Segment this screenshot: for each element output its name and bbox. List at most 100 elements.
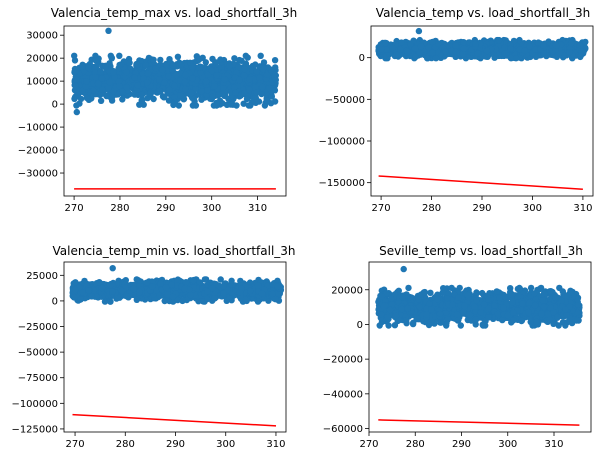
outlier-point (415, 27, 423, 35)
data-point (71, 286, 79, 294)
y-tick-label: −150000 (318, 178, 365, 189)
subplot-valencia-temp-min: Valencia_temp_min vs. load_shortfall_3h … (11, 244, 295, 450)
data-point (156, 76, 163, 83)
data-point (236, 76, 243, 84)
data-point (169, 293, 177, 300)
y-tick-label: −125000 (11, 424, 58, 435)
data-point (165, 97, 173, 104)
data-point (241, 65, 248, 73)
y-tick-label: −100000 (11, 399, 58, 410)
data-point (192, 85, 199, 93)
y-tick-label: −75000 (18, 373, 58, 384)
y-tick-label: −50000 (18, 348, 58, 359)
data-point (257, 52, 264, 59)
data-point (209, 284, 216, 292)
data-point (412, 53, 419, 60)
data-point (165, 73, 172, 80)
data-point (136, 288, 143, 296)
data-point (208, 67, 216, 75)
outlier-point (73, 108, 81, 116)
data-point (119, 96, 126, 103)
data-point (417, 43, 425, 50)
data-point (214, 92, 222, 99)
data-point (405, 284, 412, 292)
data-point (139, 96, 146, 104)
data-point (237, 92, 244, 99)
data-point (204, 295, 211, 303)
data-point (138, 91, 146, 98)
y-tick-label: 30000 (26, 31, 58, 42)
data-point (171, 98, 179, 106)
data-point (123, 293, 131, 300)
data-point (177, 61, 185, 69)
data-point (472, 321, 479, 328)
data-point (243, 297, 250, 305)
y-tick-label: 10000 (26, 77, 58, 88)
data-point (116, 62, 123, 69)
data-point (144, 70, 152, 77)
data-point (157, 61, 164, 68)
data-point (378, 46, 385, 53)
subplot-valencia-temp: Valencia_temp vs. load_shortfall_3h 270 2… (318, 6, 594, 214)
data-point (159, 66, 166, 74)
data-point (204, 87, 211, 94)
y-tick-label: 20000 (26, 54, 58, 65)
data-point (149, 283, 156, 290)
data-point (97, 68, 104, 76)
data-point (472, 40, 479, 47)
data-point (209, 93, 216, 100)
data-point (187, 291, 194, 299)
data-point (123, 84, 130, 91)
data-point (424, 55, 431, 62)
data-point (246, 86, 253, 94)
data-point (156, 87, 163, 95)
data-point (404, 48, 411, 56)
y-tick-label: −100000 (318, 137, 365, 148)
fit-line (72, 413, 277, 427)
data-point (143, 279, 151, 286)
data-point (198, 88, 205, 95)
data-point (102, 64, 109, 71)
data-point (227, 101, 234, 108)
data-point (383, 46, 390, 53)
data-point (274, 283, 281, 290)
data-point (118, 287, 126, 295)
data-point (540, 42, 547, 49)
data-point (148, 278, 156, 285)
data-point (106, 60, 113, 67)
data-point (521, 47, 528, 54)
data-point (398, 39, 405, 46)
data-point (99, 86, 106, 93)
data-point (191, 98, 198, 105)
data-point (492, 45, 499, 53)
data-point (202, 78, 210, 85)
data-point (501, 50, 508, 57)
data-point (219, 84, 227, 91)
data-point (161, 93, 168, 101)
axes: 270 280 290 300 310−125000−100000−75000−5000… (11, 271, 285, 450)
data-point (97, 97, 105, 105)
data-point (442, 48, 449, 55)
data-point (256, 74, 263, 82)
data-point (98, 284, 106, 292)
data-point (71, 52, 78, 59)
data-point (83, 78, 90, 85)
data-point (272, 64, 279, 71)
data-point (106, 78, 113, 86)
data-point (516, 36, 523, 44)
data-point (527, 284, 535, 292)
y-tick-label: 0 (52, 296, 58, 307)
data-point (220, 282, 227, 290)
data-point (255, 98, 263, 105)
data-point (126, 59, 133, 66)
data-point (182, 279, 190, 286)
outlier-point (263, 97, 270, 104)
data-point (139, 70, 146, 78)
data-point (432, 55, 440, 62)
data-point (147, 89, 155, 96)
data-point (174, 296, 181, 304)
data-point (77, 296, 84, 303)
data-point (259, 83, 266, 91)
data-point (435, 40, 442, 47)
